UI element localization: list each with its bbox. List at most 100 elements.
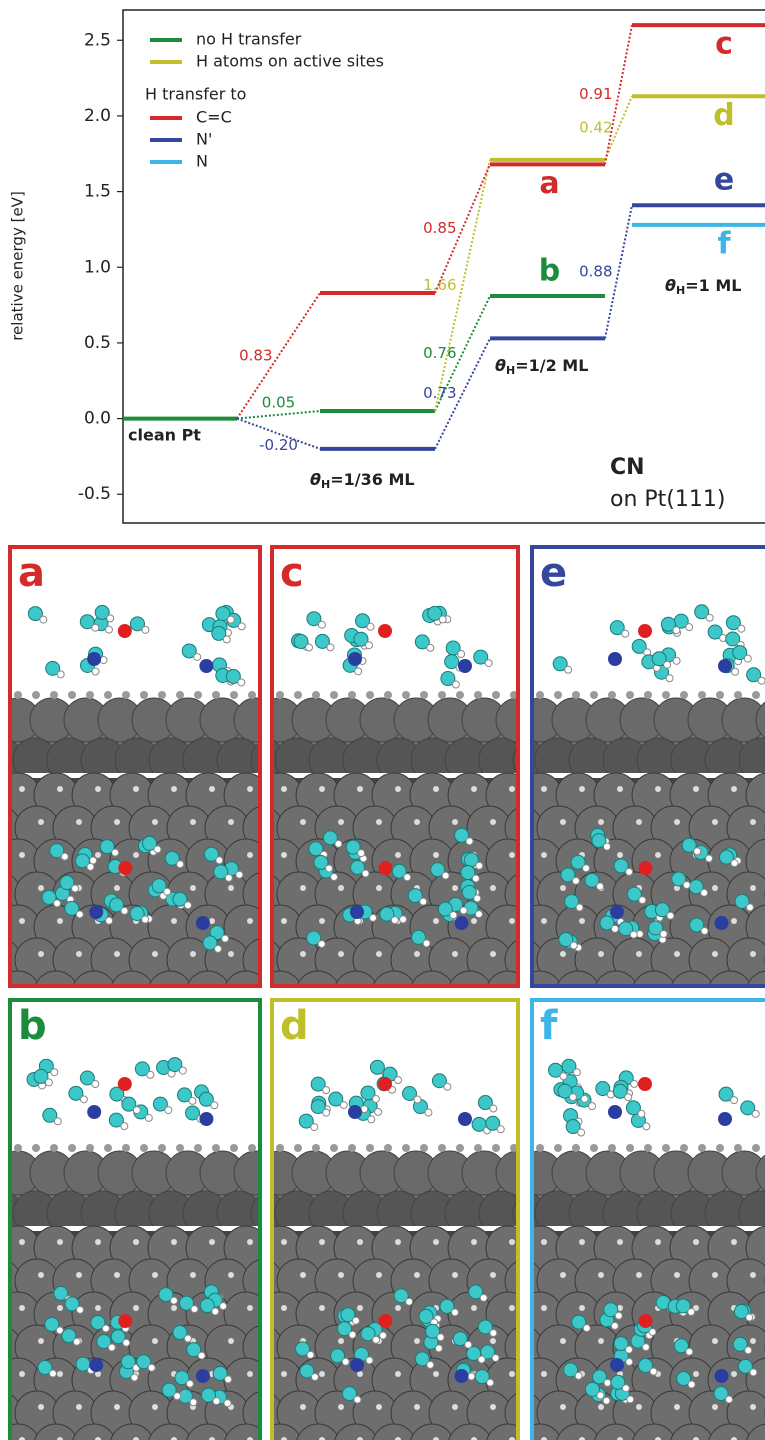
- o-atom: [639, 861, 653, 875]
- stage-symbol: θ: [310, 470, 321, 489]
- h-atom: [262, 1338, 268, 1344]
- level-label: e: [714, 163, 734, 198]
- h-atom: [147, 1071, 154, 1078]
- h-atom: [731, 1097, 738, 1104]
- h-atom: [300, 885, 306, 891]
- legend-label: no H transfer: [196, 30, 302, 49]
- h-atom: [666, 675, 673, 682]
- h-atom: [626, 1346, 633, 1353]
- h-atom: [122, 1144, 130, 1152]
- h-atom: [327, 644, 334, 651]
- h-atom: [560, 819, 566, 825]
- h-atom: [342, 1358, 349, 1365]
- h-atom: [476, 862, 483, 869]
- stage-subscript: H: [506, 364, 515, 377]
- h-atom: [76, 951, 82, 957]
- h-atom: [224, 1400, 231, 1407]
- pt-atom: [0, 1151, 6, 1195]
- h-atom: [307, 1351, 314, 1358]
- h-atom: [384, 1144, 392, 1152]
- o-atom: [379, 1314, 393, 1328]
- h-atom: [655, 786, 661, 792]
- o-atom: [638, 624, 652, 638]
- h-atom: [323, 1087, 330, 1094]
- h-atom: [712, 885, 718, 891]
- level-label: c: [715, 27, 733, 62]
- h-atom: [674, 1272, 680, 1278]
- h-atom: [693, 786, 699, 792]
- pt-atom: [0, 698, 6, 742]
- h-atom: [19, 918, 25, 924]
- h-atom: [216, 857, 223, 864]
- pt-atom: [0, 773, 2, 817]
- n-atom: [196, 1369, 210, 1383]
- h-atom: [95, 852, 101, 858]
- h-atom: [154, 846, 161, 853]
- h-atom: [404, 874, 411, 881]
- h-atom: [236, 871, 243, 878]
- h-atom: [57, 786, 63, 792]
- h-atom: [712, 1338, 718, 1344]
- h-atom: [92, 668, 99, 675]
- h-atom: [171, 786, 177, 792]
- h-atom: [247, 1371, 253, 1377]
- h-atom: [589, 1103, 596, 1110]
- h-atom: [228, 1338, 234, 1344]
- h-atom: [509, 1305, 515, 1311]
- h-atom: [335, 840, 342, 847]
- h-atom: [716, 1144, 724, 1152]
- pt-atom: [0, 1358, 2, 1402]
- stage-subscript: H: [676, 284, 685, 297]
- h-atom: [698, 1144, 706, 1152]
- h-atom: [706, 855, 713, 862]
- h-atom: [490, 951, 496, 957]
- h-atom: [752, 691, 760, 699]
- h-atom: [466, 838, 473, 845]
- h-atom: [536, 1144, 544, 1152]
- level-label: b: [539, 254, 560, 289]
- h-atom: [686, 624, 693, 631]
- h-atom: [319, 1239, 325, 1245]
- h-atom: [750, 1404, 756, 1410]
- h-atom: [655, 852, 661, 858]
- h-atom: [319, 786, 325, 792]
- h-atom: [152, 1272, 158, 1278]
- stage-label: θH=1/2 ML: [495, 356, 588, 378]
- h-atom: [433, 852, 439, 858]
- h-atom: [598, 1272, 604, 1278]
- h-atom: [220, 1303, 227, 1310]
- h-atom: [452, 1272, 458, 1278]
- pt-atom: [0, 971, 2, 1015]
- h-atom: [490, 1105, 497, 1112]
- h-atom: [281, 786, 287, 792]
- h-atom: [212, 691, 220, 699]
- h-atom: [750, 1272, 756, 1278]
- y-axis-label: relative energy [eV]: [9, 191, 27, 341]
- legend-label: C=C: [196, 108, 232, 127]
- h-atom: [19, 1239, 25, 1245]
- h-atom: [184, 1335, 191, 1342]
- y-tick-label: 0.0: [84, 409, 111, 429]
- h-atom: [626, 1144, 634, 1152]
- h-atom: [456, 691, 464, 699]
- h-atom: [384, 691, 392, 699]
- n-atom: [87, 652, 101, 666]
- h-atom: [734, 1144, 742, 1152]
- h-atom: [492, 691, 500, 699]
- h-atom: [509, 786, 515, 792]
- h-atom: [171, 918, 177, 924]
- h-atom: [338, 1404, 344, 1410]
- h-atom: [366, 642, 373, 649]
- h-atom: [575, 1372, 582, 1379]
- h-atom: [427, 644, 434, 651]
- h-atom: [357, 1239, 363, 1245]
- h-atom: [209, 786, 215, 792]
- h-atom: [247, 918, 253, 924]
- h-atom: [598, 951, 604, 957]
- h-atom: [471, 1305, 477, 1311]
- h-atom: [190, 1272, 196, 1278]
- h-atom: [444, 1083, 451, 1090]
- h-atom: [370, 914, 377, 921]
- h-atom: [536, 691, 544, 699]
- structure-panel: e: [480, 545, 765, 1015]
